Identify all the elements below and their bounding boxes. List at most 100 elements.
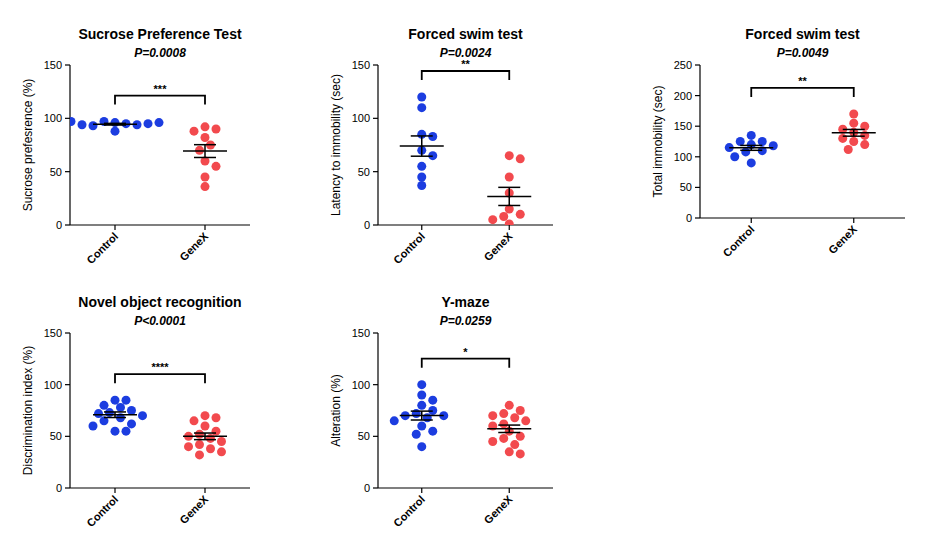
x-axis (70, 224, 250, 225)
x-tick (751, 218, 752, 223)
title: Novel object recognition (78, 294, 241, 310)
y-axis-label: Sucrose prefesrence (%) (21, 79, 35, 212)
point (111, 427, 120, 436)
point (417, 391, 426, 400)
point (212, 125, 221, 134)
y-tick (65, 436, 70, 437)
subtitle: P=0.0049 (777, 46, 829, 60)
point (195, 440, 204, 449)
error-cap (740, 150, 762, 152)
point (844, 145, 853, 154)
point (184, 442, 193, 451)
point (100, 401, 109, 410)
error-cap (411, 419, 433, 421)
point (190, 127, 199, 136)
point (499, 419, 508, 428)
x-tick (204, 488, 205, 493)
error-cap (498, 187, 520, 189)
point (417, 103, 426, 112)
point (741, 147, 750, 156)
x-tick (114, 488, 115, 493)
y-tick (65, 171, 70, 172)
y-tick-label: 50 (50, 166, 62, 178)
point (849, 119, 858, 128)
point (488, 215, 497, 224)
point (217, 437, 226, 446)
error-stem (421, 136, 423, 156)
error-cap (411, 155, 433, 157)
error-cap (411, 410, 433, 412)
point (488, 437, 497, 446)
point (505, 219, 514, 225)
mean-line (93, 123, 137, 125)
x-tick (421, 225, 422, 230)
error-cap (104, 124, 126, 126)
point (417, 162, 426, 171)
point (428, 427, 437, 436)
title: Y-maze (441, 294, 489, 310)
significance-bracket (115, 96, 205, 105)
error-cap (843, 129, 865, 131)
point (510, 440, 519, 449)
x-axis (700, 217, 905, 218)
point (516, 406, 525, 415)
point (838, 134, 847, 143)
y-tick (695, 187, 700, 188)
point (89, 422, 98, 431)
x-axis (378, 224, 553, 225)
point (417, 181, 426, 190)
error-bar (411, 411, 433, 420)
error-bar (194, 433, 216, 440)
title: Forced swim test (745, 26, 860, 42)
y-tick (65, 332, 70, 333)
error-cap (498, 205, 520, 207)
error-bar (843, 129, 865, 136)
y-axis-label: Discrimination index (%) (21, 346, 35, 475)
error-bar (194, 145, 216, 158)
point (127, 419, 136, 428)
point (116, 403, 125, 412)
point (510, 413, 519, 422)
point (499, 212, 508, 221)
point (499, 409, 508, 418)
x-axis (378, 487, 553, 488)
point (122, 427, 131, 436)
point (499, 434, 508, 443)
point (412, 430, 421, 439)
x-tick (853, 218, 854, 223)
y-axis (69, 65, 70, 225)
significance-bracket (422, 71, 510, 80)
point (428, 396, 437, 405)
y-tick-label: 100 (352, 379, 370, 391)
significance-bracket (751, 88, 854, 97)
x-tick-label: Control (84, 493, 120, 529)
point (747, 158, 756, 167)
error-cap (104, 411, 126, 413)
point (769, 141, 778, 150)
point (89, 121, 98, 130)
y-tick (695, 95, 700, 96)
error-stem (204, 433, 206, 440)
point (505, 151, 514, 160)
error-bar (411, 136, 433, 156)
significance-bracket (115, 374, 205, 383)
point (111, 396, 120, 405)
y-tick-label: 250 (674, 59, 692, 71)
point (212, 413, 221, 422)
y-tick (695, 156, 700, 157)
y-axis (377, 65, 378, 225)
y-tick-label: 0 (364, 219, 370, 231)
point (849, 137, 858, 146)
point (417, 422, 426, 431)
x-tick-label: Control (84, 230, 120, 266)
y-tick-label: 100 (674, 151, 692, 163)
point (201, 133, 210, 142)
point (111, 127, 120, 136)
title: Forced swim test (408, 26, 523, 42)
significance-stars: ** (461, 58, 470, 70)
error-stem (853, 129, 855, 136)
y-tick (695, 64, 700, 65)
error-bar (104, 412, 126, 418)
error-bar (498, 187, 520, 205)
x-axis (70, 487, 250, 488)
